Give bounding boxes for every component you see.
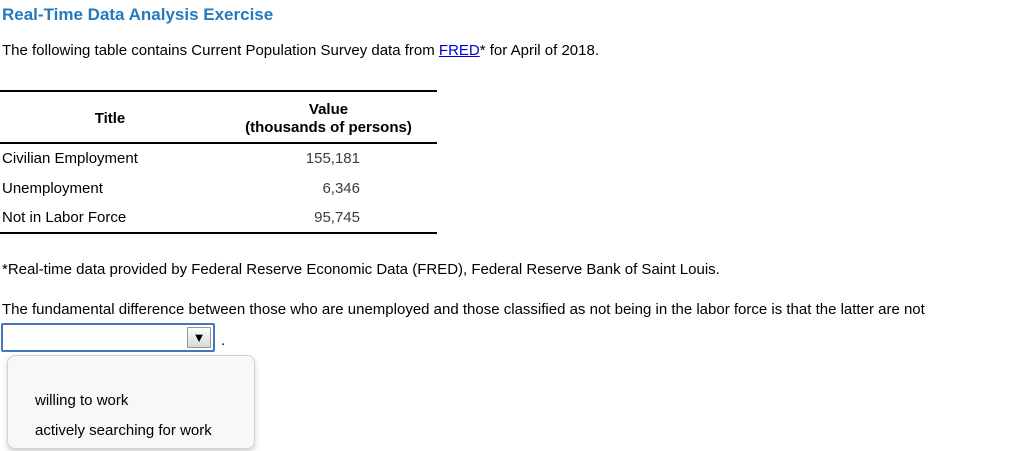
sentence-period: . (221, 332, 226, 349)
dropdown-option-actively-searching[interactable]: actively searching for work (35, 422, 212, 439)
chevron-down-icon: ▼ (192, 330, 206, 345)
intro-before-link: The following table contains Current Pop… (2, 42, 439, 59)
table-header-value-line2: (thousands of persons) (245, 119, 412, 136)
page-title: Real-Time Data Analysis Exercise (2, 5, 274, 24)
dropdown-options-panel: willing to work actively searching for w… (7, 355, 255, 449)
table-row: Civilian Employment 155,181 (0, 143, 437, 173)
row-title-unemployment: Unemployment (2, 179, 103, 197)
answer-row: ▼ . (1, 323, 1024, 352)
footnote: *Real-time data provided by Federal Rese… (2, 261, 720, 278)
intro-text: The following table contains Current Pop… (2, 42, 1024, 60)
row-value-not-in-labor-force: 95,745 (314, 209, 360, 226)
table-header-row: Title Value (thousands of persons) (0, 91, 437, 144)
intro-after-link: * for April of 2018. (479, 42, 599, 59)
table-row: Not in Labor Force 95,745 (0, 203, 437, 233)
dropdown-selected-value (9, 329, 181, 347)
question-text: The fundamental difference between those… (2, 301, 925, 318)
table-header-value: Value (thousands of persons) (220, 91, 437, 144)
dropdown-arrow-button[interactable]: ▼ (187, 327, 211, 348)
table-row: Unemployment 6,346 (0, 173, 437, 203)
cps-data-table: Title Value (thousands of persons) Civili… (0, 90, 437, 234)
answer-dropdown[interactable]: ▼ (1, 323, 215, 352)
fred-link[interactable]: FRED (438, 42, 480, 59)
row-value-unemployment: 6,346 (322, 179, 360, 197)
table-header-title: Title (0, 91, 220, 144)
row-value-civilian-employment: 155,181 (305, 150, 360, 167)
row-title-not-in-labor-force: Not in Labor Force (2, 209, 127, 226)
dropdown-option-willing-to-work[interactable]: willing to work (35, 392, 129, 409)
row-title-civilian-employment: Civilian Employment (2, 150, 138, 167)
dropdown-option-blank[interactable] (8, 360, 254, 386)
table-header-value-line1: Value (308, 101, 349, 118)
exercise-page: Real-Time Data Analysis Exercise The fol… (0, 5, 1024, 451)
